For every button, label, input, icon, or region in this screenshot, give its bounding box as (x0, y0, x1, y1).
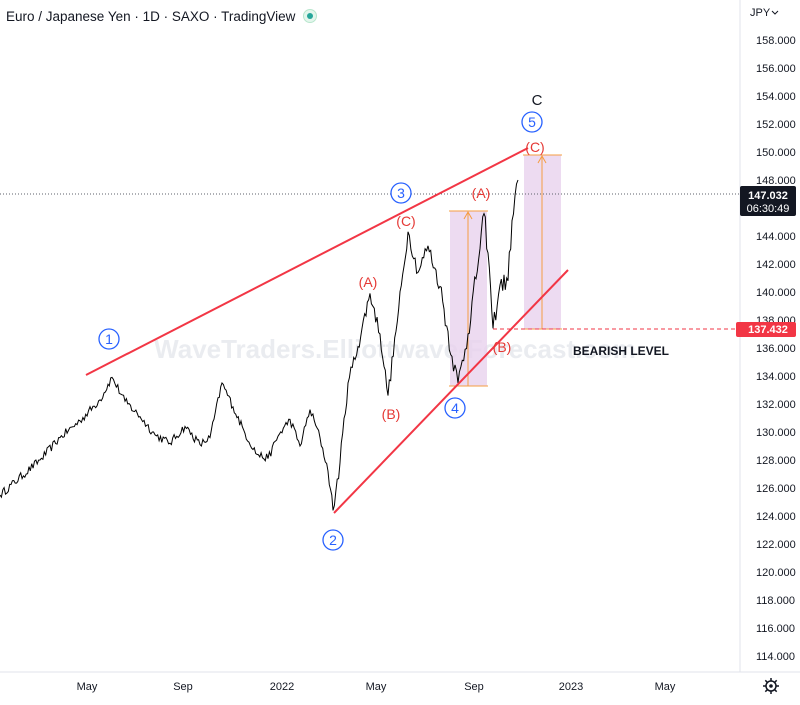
x-tick-label: Sep (464, 681, 484, 693)
y-tick-label: 142.000 (756, 259, 796, 271)
y-tick-label: 150.000 (756, 147, 796, 159)
svg-text:5: 5 (528, 114, 536, 130)
x-tick-label: May (366, 681, 387, 693)
gear-icon[interactable] (763, 678, 779, 694)
y-tick-label: 120.000 (756, 567, 796, 579)
y-tick-label: 128.000 (756, 455, 796, 467)
wave-c-top-label: C (532, 92, 543, 109)
y-tick-label: 140.000 (756, 287, 796, 299)
y-tick-label: 114.000 (756, 651, 795, 663)
bearish-level-label: BEARISH LEVEL (573, 344, 669, 358)
plot-area[interactable] (0, 0, 740, 672)
svg-text:1: 1 (105, 331, 113, 347)
chart-header: Euro / Japanese Yen · 1D · SAXO · Tradin… (6, 6, 318, 26)
chart-title[interactable]: Euro / Japanese Yen · 1D · SAXO · Tradin… (6, 8, 296, 24)
y-tick-label: 130.000 (756, 427, 796, 439)
wave-4-label: 4 (444, 397, 466, 419)
chevron-down-icon[interactable] (771, 10, 779, 15)
wedge-upper-line (85, 147, 529, 376)
y-tick-label: 144.000 (756, 231, 796, 243)
wave-2-label: 2 (322, 529, 344, 551)
y-tick-label: 122.000 (756, 539, 796, 551)
currency-label[interactable]: JPY (750, 7, 771, 19)
wave-1-label: 1 (98, 328, 120, 350)
svg-text:3: 3 (397, 185, 405, 201)
y-tick-label: 148.000 (756, 175, 796, 187)
x-tick-label: 2022 (270, 681, 294, 693)
wave-5-label: 5 (521, 111, 543, 133)
svg-text:2: 2 (329, 532, 337, 548)
wedge-lower-line (333, 269, 569, 514)
x-tick-label: 2023 (559, 681, 583, 693)
svg-text:4: 4 (451, 400, 459, 416)
y-tick-label: 134.000 (756, 371, 796, 383)
wave-3-label: 3 (390, 182, 412, 204)
y-tick-label: 124.000 (756, 511, 796, 523)
wave-c-label-1: (C) (396, 213, 415, 229)
x-tick-label: Sep (173, 681, 193, 693)
y-tick-label: 116.000 (756, 623, 795, 635)
last-price-badge: 147.032 06:30:49 (740, 186, 796, 216)
y-tick-label: 136.000 (756, 343, 796, 355)
y-tick-label: 158.000 (756, 35, 796, 47)
wave-b-label-1: (B) (382, 406, 401, 422)
x-tick-label: May (655, 681, 676, 693)
last-price-value: 147.032 (748, 190, 788, 202)
series-line (0, 179, 519, 511)
wave-a-label-2: (A) (472, 185, 491, 201)
y-tick-label: 152.000 (756, 119, 796, 131)
y-tick-label: 154.000 (756, 91, 796, 103)
wave-b-label-2: (B) (493, 339, 512, 355)
y-tick-label: 126.000 (756, 483, 796, 495)
x-tick-label: May (77, 681, 98, 693)
y-tick-label: 132.000 (756, 399, 796, 411)
wave-a-label-1: (A) (359, 274, 378, 290)
countdown-value: 06:30:49 (747, 203, 790, 215)
bearish-price-badge: 137.432 (736, 322, 796, 337)
price-scale[interactable] (740, 0, 800, 700)
market-status-icon (303, 9, 318, 23)
bearish-price-value: 137.432 (748, 324, 788, 336)
y-tick-label: 118.000 (756, 595, 795, 607)
wave-c-label-2: (C) (525, 139, 544, 155)
y-tick-label: 156.000 (756, 63, 796, 75)
